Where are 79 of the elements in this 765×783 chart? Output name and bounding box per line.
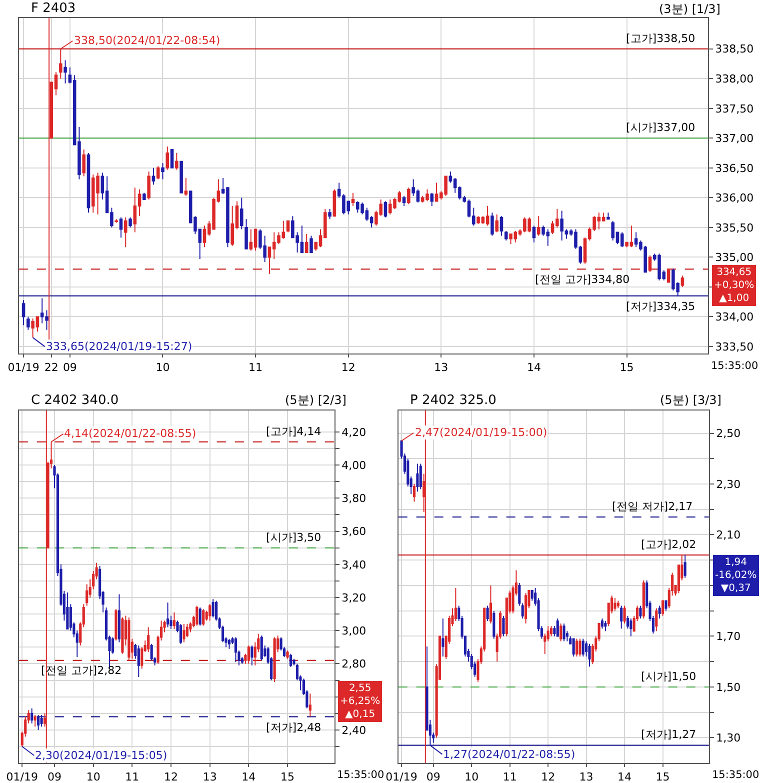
x-tick-label: 01/19 bbox=[386, 770, 418, 783]
y-tick-label: 334,00 bbox=[715, 310, 754, 324]
x-tick-label: 01/19 bbox=[8, 360, 40, 374]
chart-subtitle: (3분) [1/3] bbox=[659, 2, 720, 16]
x-tick-label: 11 bbox=[248, 360, 263, 374]
x-tick-label: 10 bbox=[86, 770, 100, 783]
y-tick-label: 336,00 bbox=[715, 192, 754, 205]
ref-line-label: [고가]4,14 bbox=[266, 425, 322, 438]
x-tick-label: 15 bbox=[620, 360, 634, 374]
y-tick-label: 337,50 bbox=[715, 102, 754, 116]
y-tick-label: 3,80 bbox=[342, 492, 366, 506]
ref-line-label: [시가]337,00 bbox=[626, 121, 696, 134]
y-tick-label: 336,50 bbox=[715, 162, 754, 175]
chart-subtitle: (5분) [2/3] bbox=[285, 393, 346, 407]
x-tick-label: 13 bbox=[202, 770, 217, 783]
annotation: 333,65(2024/01/19-15:27) bbox=[46, 340, 192, 353]
annotation: 2,30(2024/01/19-15:05) bbox=[35, 749, 168, 762]
x-tick-label: 11 bbox=[502, 770, 517, 783]
y-tick-label: 4,00 bbox=[342, 458, 366, 472]
y-tick-label: 1,70 bbox=[716, 630, 741, 644]
x-tick-label: 10 bbox=[156, 360, 170, 374]
x-tick-label: 09 bbox=[48, 770, 62, 783]
annotation: 338,50(2024/01/22-08:54) bbox=[74, 34, 220, 47]
y-tick-label: 335,50 bbox=[715, 221, 754, 234]
y-tick-label: 3,60 bbox=[342, 525, 366, 538]
y-tick-label: 4,20 bbox=[342, 426, 366, 439]
y-tick-label: 2,30 bbox=[716, 478, 741, 491]
y-tick-label: 3,00 bbox=[342, 624, 366, 638]
y-tick-label: 333,50 bbox=[715, 340, 754, 354]
chart-subtitle: (5분) [3/3] bbox=[660, 393, 722, 407]
x-tick-label: 10 bbox=[464, 770, 479, 783]
ref-line-label: [고가]2,02 bbox=[641, 538, 696, 551]
text: 15:35:00 bbox=[712, 769, 760, 781]
x-tick-label: 12 bbox=[164, 770, 178, 783]
x-tick-label: 09 bbox=[426, 770, 440, 783]
text: 1,94 -16,02% ▼0,37 bbox=[715, 557, 757, 594]
y-tick-label: 335,00 bbox=[715, 251, 754, 264]
ref-line-label: [저가]2,48 bbox=[266, 721, 322, 734]
x-tick-label: 14 bbox=[618, 770, 632, 783]
x-tick-label: 12 bbox=[541, 770, 556, 783]
annotation: 4,14(2024/01/22-08:55) bbox=[64, 427, 196, 440]
text: 15:35:00 bbox=[337, 769, 384, 781]
x-tick-label: 14 bbox=[242, 770, 256, 783]
annotation: 1,27(2024/01/22-08:55) bbox=[443, 748, 576, 761]
chart-title: F 2403 bbox=[31, 1, 76, 16]
x-tick-label: 22 bbox=[44, 360, 58, 374]
ref-line-label: [전일 고가]334,80 bbox=[535, 273, 630, 286]
y-tick-label: 338,00 bbox=[715, 72, 754, 86]
x-tick-label: 13 bbox=[434, 360, 448, 374]
text: 15:35:00 bbox=[711, 360, 758, 372]
chart-title: C 2402 340.0 bbox=[31, 393, 119, 408]
x-tick-label: 14 bbox=[526, 360, 541, 374]
ref-line-label: [시가]1,50 bbox=[641, 670, 696, 683]
ref-line-label: [저가]1,27 bbox=[641, 728, 696, 741]
ref-line-label: [시가]3,50 bbox=[266, 531, 322, 544]
y-tick-label: 338,50 bbox=[715, 42, 754, 56]
y-tick-label: 1,50 bbox=[716, 680, 741, 694]
ref-line-label: [저가]334,35 bbox=[626, 300, 696, 313]
x-tick-label: 12 bbox=[341, 360, 356, 374]
x-tick-label: 15 bbox=[280, 770, 295, 783]
x-tick-label: 13 bbox=[579, 770, 594, 783]
ref-line-label: [고가]338,50 bbox=[626, 32, 696, 45]
x-tick-label: 01/19 bbox=[6, 770, 38, 783]
annotation: 2,47(2024/01/19-15:00) bbox=[415, 426, 548, 439]
x-tick-label: 15 bbox=[656, 770, 670, 783]
x-tick-label: 09 bbox=[62, 360, 77, 374]
text: 2,55 +6,25% ▲0,15 bbox=[340, 683, 380, 720]
text: 334,65 +0,30% ▲1,00 bbox=[714, 267, 754, 304]
y-tick-label: 1,30 bbox=[716, 732, 741, 745]
x-tick-label: 11 bbox=[125, 770, 140, 783]
y-tick-label: 2,80 bbox=[342, 658, 366, 671]
ref-line-label: [전일 저가]2,17 bbox=[612, 500, 693, 513]
y-tick-label: 2,40 bbox=[342, 724, 366, 737]
y-tick-label: 337,00 bbox=[715, 132, 754, 146]
chart-title: P 2402 325.0 bbox=[410, 393, 496, 408]
y-tick-label: 3,40 bbox=[342, 558, 366, 572]
y-tick-label: 2,50 bbox=[716, 427, 741, 440]
y-tick-label: 3,20 bbox=[342, 591, 366, 604]
y-tick-label: 2,10 bbox=[716, 528, 741, 542]
